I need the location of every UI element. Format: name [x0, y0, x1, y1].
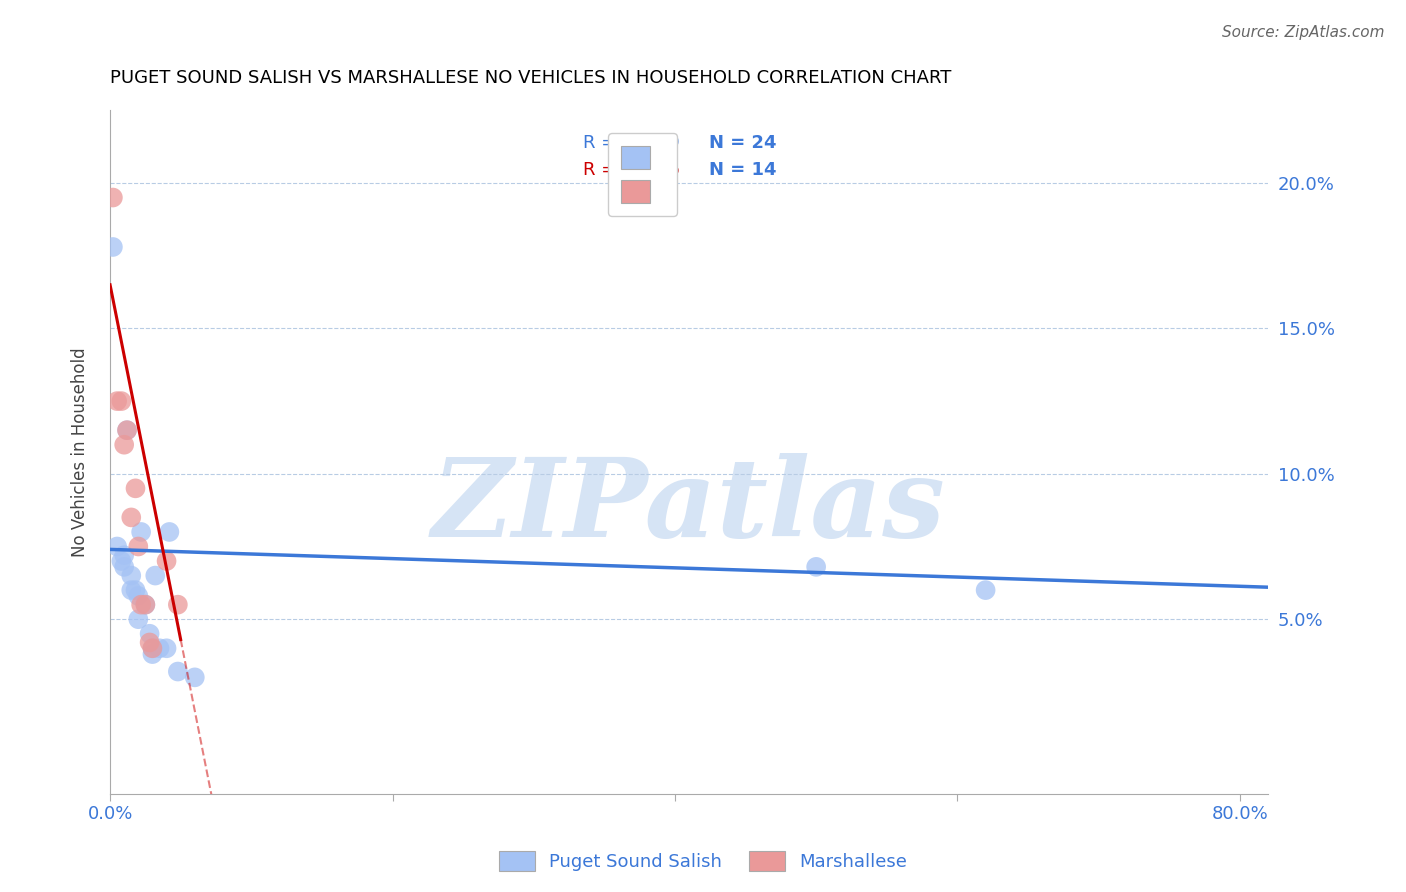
Point	[105, 540, 128, 554]
Point	[184, 670, 207, 684]
Point	[105, 394, 128, 409]
Point	[112, 548, 135, 562]
Point	[101, 190, 124, 204]
Text: R = -0.049: R = -0.049	[582, 134, 679, 152]
Point	[166, 665, 188, 679]
Text: Source: ZipAtlas.com: Source: ZipAtlas.com	[1222, 25, 1385, 40]
Point	[101, 240, 124, 254]
Point	[129, 598, 152, 612]
Text: N = 14: N = 14	[709, 161, 776, 179]
Point	[141, 641, 163, 656]
Legend: , : ,	[609, 133, 678, 216]
Point	[127, 612, 149, 626]
Text: PUGET SOUND SALISH VS MARSHALLESE NO VEHICLES IN HOUSEHOLD CORRELATION CHART: PUGET SOUND SALISH VS MARSHALLESE NO VEH…	[110, 69, 952, 87]
Point	[115, 423, 138, 437]
Point	[127, 589, 149, 603]
Point	[138, 635, 160, 649]
Point	[134, 598, 156, 612]
Text: R = -0.486: R = -0.486	[582, 161, 679, 179]
Point	[112, 559, 135, 574]
Point	[112, 438, 135, 452]
Point	[166, 598, 188, 612]
Point	[143, 568, 166, 582]
Legend: Puget Sound Salish, Marshallese: Puget Sound Salish, Marshallese	[491, 844, 915, 879]
Point	[155, 641, 177, 656]
Point	[120, 568, 142, 582]
Point	[110, 394, 132, 409]
Point	[124, 481, 146, 495]
Point	[141, 647, 163, 661]
Point	[124, 583, 146, 598]
Point	[138, 626, 160, 640]
Point	[974, 583, 997, 598]
Point	[157, 524, 180, 539]
Point	[134, 598, 156, 612]
Text: ZIPatlas: ZIPatlas	[432, 453, 946, 560]
Text: N = 24: N = 24	[709, 134, 776, 152]
Point	[129, 524, 152, 539]
Y-axis label: No Vehicles in Household: No Vehicles in Household	[72, 347, 89, 557]
Point	[120, 510, 142, 524]
Point	[804, 559, 827, 574]
Point	[155, 554, 177, 568]
Point	[127, 540, 149, 554]
Point	[115, 423, 138, 437]
Point	[148, 641, 170, 656]
Point	[110, 554, 132, 568]
Point	[141, 641, 163, 656]
Point	[120, 583, 142, 598]
